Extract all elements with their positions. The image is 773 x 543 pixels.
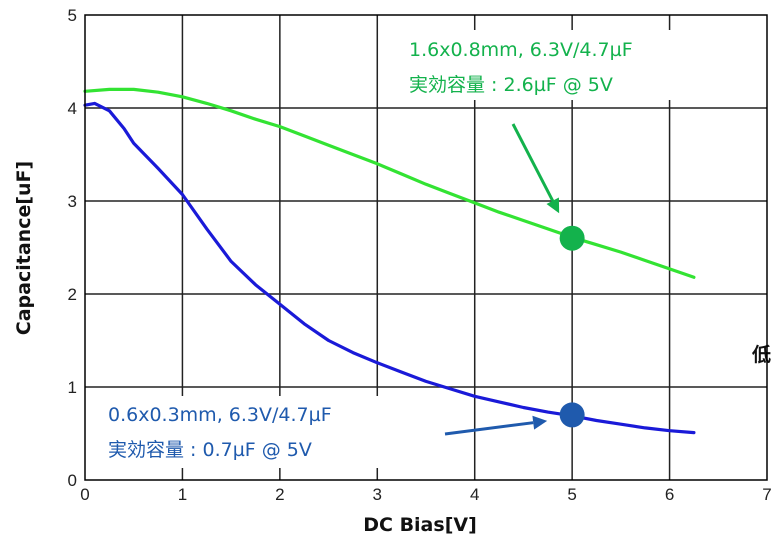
- y-tick-label: 0: [68, 471, 77, 490]
- green-annotation-line2: 実効容量 : 2.6µF @ 5V: [409, 74, 613, 96]
- x-tick-label: 5: [567, 485, 576, 504]
- green-marker: [559, 225, 585, 251]
- y-tick-label: 3: [68, 192, 77, 211]
- plot-frame: [84, 14, 768, 481]
- y-tick-label: 1: [68, 378, 77, 397]
- cut-off-text: 低: [751, 343, 771, 366]
- x-tick-label: 7: [762, 485, 771, 504]
- series-line-blue: [83, 101, 696, 435]
- marker-layer: [559, 225, 585, 428]
- annotation-arrows: [444, 123, 560, 436]
- blue-annotation-line1: 0.6x0.3mm, 6.3V/4.7µF: [108, 404, 332, 426]
- y-axis-title: Capacitance[uF]: [13, 161, 35, 335]
- y-tick-label: 2: [68, 285, 77, 304]
- blue-annotation-line2: 実効容量 : 0.7µF @ 5V: [108, 439, 312, 461]
- x-tick-label: 4: [470, 485, 479, 504]
- y-tick-label: 4: [68, 99, 77, 118]
- x-tick-label: 1: [178, 485, 187, 504]
- x-axis-title: DC Bias[V]: [363, 514, 477, 536]
- green-annotation-arrow-head: [546, 197, 560, 214]
- x-tick-label: 2: [275, 485, 284, 504]
- blue-annotation-box: [103, 396, 425, 468]
- y-tick-label: 5: [68, 6, 77, 25]
- green-annotation-box: [400, 30, 718, 100]
- green-annotation-arrow: [511, 123, 560, 214]
- x-tick-label: 3: [373, 485, 382, 504]
- grid: [85, 15, 767, 480]
- y-tick-labels: 0 1 2 3 4 5: [68, 6, 77, 490]
- x-tick-label: 0: [80, 485, 89, 504]
- x-tick-label: 6: [665, 485, 674, 504]
- green-annotation-arrow-shaft: [511, 123, 555, 202]
- x-tick-labels: 0 1 2 3 4 5 6 7: [80, 485, 771, 504]
- blue-annotation-arrow-head: [532, 415, 548, 430]
- green-annotation-line1: 1.6x0.8mm, 6.3V/4.7µF: [409, 39, 633, 61]
- series-line-green: [83, 87, 696, 279]
- blue-annotation-arrow: [444, 415, 548, 436]
- blue-marker: [559, 402, 585, 428]
- series-layer: [83, 87, 696, 435]
- blue-annotation-arrow-shaft: [444, 421, 534, 436]
